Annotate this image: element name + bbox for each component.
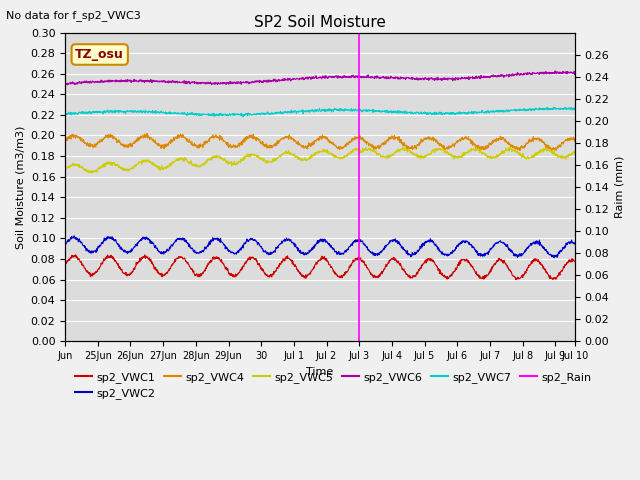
sp2_VWC6 (551, 68, 559, 74)
Line: sp2_VWC4: sp2_VWC4 (65, 133, 575, 151)
sp2_VWC4 (289, 136, 296, 142)
Text: TZ_osu: TZ_osu (76, 48, 124, 61)
sp2_VWC5 (278, 151, 285, 157)
sp2_VWC6 (61, 82, 69, 87)
sp2_VWC2 (571, 241, 579, 247)
sp2_VWC7 (352, 106, 360, 112)
sp2_VWC2 (289, 240, 296, 245)
sp2_VWC7 (61, 110, 69, 116)
sp2_VWC1 (101, 257, 109, 263)
Line: sp2_VWC6: sp2_VWC6 (65, 71, 575, 85)
sp2_VWC1 (571, 259, 579, 265)
Line: sp2_VWC2: sp2_VWC2 (65, 236, 575, 258)
sp2_VWC1 (278, 259, 285, 264)
sp2_VWC4 (571, 138, 579, 144)
Title: SP2 Soil Moisture: SP2 Soil Moisture (254, 15, 386, 30)
Y-axis label: Raim (mm): Raim (mm) (615, 156, 625, 218)
sp2_VWC1 (298, 272, 305, 278)
sp2_VWC1 (61, 262, 69, 267)
sp2_VWC2 (70, 233, 78, 239)
sp2_VWC4 (352, 135, 360, 141)
sp2_VWC6 (352, 74, 360, 80)
sp2_VWC5 (87, 170, 95, 176)
sp2_VWC6 (101, 79, 109, 85)
sp2_VWC2 (278, 238, 285, 244)
sp2_VWC2 (352, 237, 360, 243)
sp2_VWC6 (278, 78, 285, 84)
sp2_VWC5 (571, 150, 579, 156)
sp2_VWC7 (239, 114, 247, 120)
sp2_VWC7 (298, 108, 305, 114)
sp2_VWC4 (143, 131, 151, 136)
sp2_VWC7 (122, 111, 129, 117)
sp2_VWC4 (61, 140, 69, 145)
Legend: sp2_VWC1, sp2_VWC2, sp2_VWC4, sp2_VWC5, sp2_VWC6, sp2_VWC7, sp2_Rain: sp2_VWC1, sp2_VWC2, sp2_VWC4, sp2_VWC5, … (70, 367, 596, 404)
sp2_VWC6 (122, 77, 129, 83)
sp2_VWC1 (512, 276, 520, 282)
Text: No data for f_sp2_VWC3: No data for f_sp2_VWC3 (6, 10, 141, 21)
sp2_VWC7 (550, 105, 557, 110)
sp2_VWC1 (352, 255, 360, 261)
sp2_VWC2 (298, 251, 305, 256)
sp2_VWC4 (278, 136, 285, 142)
sp2_VWC5 (298, 157, 305, 163)
sp2_VWC4 (298, 144, 305, 150)
sp2_VWC7 (571, 106, 579, 111)
sp2_VWC6 (64, 82, 72, 88)
sp2_VWC5 (289, 152, 296, 157)
sp2_VWC5 (101, 164, 109, 169)
sp2_VWC4 (100, 135, 108, 141)
sp2_VWC1 (289, 261, 296, 267)
sp2_VWC6 (289, 76, 296, 82)
X-axis label: Time: Time (307, 367, 333, 376)
sp2_VWC1 (122, 272, 129, 277)
sp2_VWC5 (506, 144, 514, 150)
Line: sp2_VWC5: sp2_VWC5 (65, 147, 575, 173)
sp2_VWC5 (122, 167, 129, 172)
sp2_VWC6 (571, 70, 579, 76)
sp2_VWC2 (61, 241, 69, 247)
sp2_VWC7 (278, 109, 285, 115)
sp2_VWC4 (122, 144, 129, 149)
sp2_VWC2 (122, 248, 129, 254)
sp2_VWC7 (289, 109, 296, 115)
sp2_VWC1 (72, 252, 79, 258)
sp2_VWC7 (100, 109, 108, 115)
sp2_VWC5 (61, 168, 69, 173)
sp2_VWC4 (548, 148, 556, 154)
sp2_VWC5 (352, 147, 360, 153)
sp2_VWC2 (101, 238, 109, 243)
sp2_VWC6 (298, 76, 305, 82)
sp2_VWC2 (550, 255, 558, 261)
Line: sp2_VWC7: sp2_VWC7 (65, 108, 575, 117)
Line: sp2_VWC1: sp2_VWC1 (65, 255, 575, 279)
Y-axis label: Soil Moisture (m3/m3): Soil Moisture (m3/m3) (15, 125, 25, 249)
